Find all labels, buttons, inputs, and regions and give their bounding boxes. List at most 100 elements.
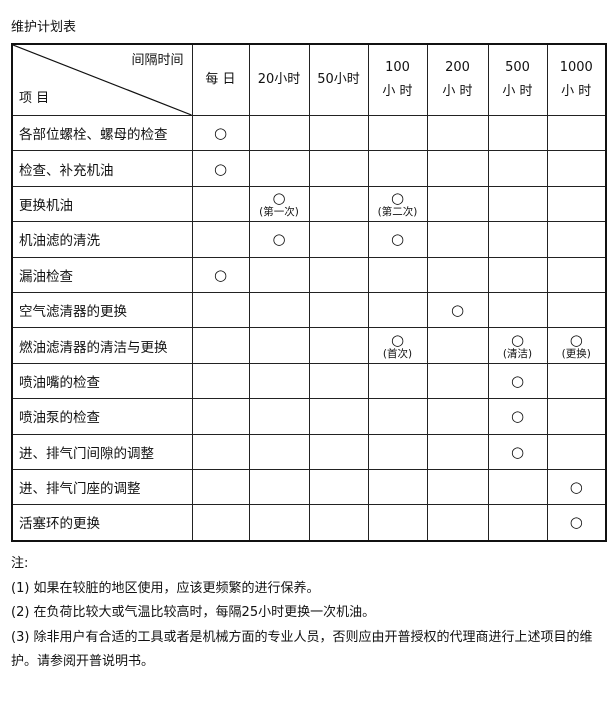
schedule-cell	[191, 504, 250, 542]
schedule-cell	[426, 398, 489, 435]
schedule-cell	[308, 291, 369, 329]
schedule-cell	[191, 291, 250, 329]
schedule-cell: ○	[426, 291, 489, 329]
schedule-cell: ○ (第二次)	[367, 185, 428, 223]
item-name: 空气滤清器的更换	[11, 291, 193, 329]
schedule-cell	[308, 185, 369, 223]
item-name: 活塞环的更换	[11, 504, 193, 542]
schedule-cell	[487, 114, 548, 152]
document-title: 维护计划表	[11, 20, 77, 35]
diagonal-divider	[13, 45, 192, 115]
schedule-cell	[426, 221, 489, 258]
table-row: 更换机油 ○ (第一次) ○ (第二次)	[11, 185, 607, 223]
schedule-cell: ○	[191, 114, 250, 152]
schedule-cell	[308, 468, 369, 506]
circle-mark-icon: ○	[569, 478, 583, 497]
column-header: 50小时	[308, 43, 369, 116]
schedule-cell	[367, 398, 428, 435]
note-item: (3) 除非用户有合适的工具或者是机械方面的专业人员，否则应由开普授权的代理商进…	[11, 629, 593, 670]
table-row: 空气滤清器的更换 ○	[11, 291, 607, 329]
table-row: 机油滤的清洗 ○ ○	[11, 221, 607, 258]
circle-mark-icon: ○	[510, 407, 525, 426]
table-row: 进、排气门座的调整 ○	[11, 468, 607, 506]
table-row: 喷油嘴的检查 ○	[11, 362, 607, 400]
note-item: (2) 在负荷比较大或气温比较高时，每隔25小时更换一次机油。	[11, 605, 376, 620]
circle-mark-icon: ○	[390, 188, 405, 207]
item-name: 各部位螺栓、螺母的检查	[11, 114, 193, 152]
cell-note: (第二次)	[377, 205, 418, 218]
circle-mark-icon: ○	[390, 230, 405, 249]
schedule-cell	[248, 327, 310, 364]
table-row: 喷油泵的检查 ○	[11, 398, 607, 435]
maintenance-schedule-table: 间隔时间 项 目 每 日 20小时 50小时 100 小 时 200 小 时 500 小 时 10…	[11, 43, 607, 542]
schedule-cell	[426, 327, 489, 364]
item-name: 漏油检查	[11, 256, 193, 293]
schedule-cell	[367, 114, 428, 152]
schedule-cell	[308, 362, 369, 400]
table-row: 活塞环的更换 ○	[11, 504, 607, 542]
schedule-cell	[546, 362, 607, 400]
schedule-cell	[426, 114, 489, 152]
cell-note: (首次)	[382, 347, 413, 360]
column-header-label: 小 时	[502, 84, 533, 99]
circle-mark-icon: ○	[510, 442, 525, 461]
header-corner-cell: 间隔时间 项 目	[11, 43, 193, 116]
column-header: 1000 小 时	[546, 43, 607, 116]
schedule-cell: ○	[248, 221, 310, 258]
header-row: 间隔时间 项 目 每 日 20小时 50小时 100 小 时 200 小 时 500 小 时 10…	[11, 43, 607, 116]
item-name: 燃油滤清器的清洁与更换	[11, 327, 193, 364]
schedule-cell	[191, 185, 250, 223]
schedule-cell	[367, 468, 428, 506]
schedule-cell: ○ (首次)	[367, 327, 428, 364]
column-header-label: 1000	[559, 60, 593, 75]
circle-mark-icon: ○	[450, 301, 465, 320]
schedule-cell: ○ (更换)	[546, 327, 607, 364]
schedule-cell	[191, 468, 250, 506]
schedule-cell	[308, 150, 369, 187]
schedule-cell	[546, 291, 607, 329]
schedule-cell	[426, 256, 489, 293]
schedule-cell	[308, 114, 369, 152]
schedule-cell	[191, 398, 250, 435]
cell-note: (清洁)	[502, 347, 533, 360]
schedule-cell	[248, 398, 310, 435]
schedule-cell	[248, 504, 310, 542]
schedule-cell: ○	[487, 433, 548, 470]
schedule-cell	[546, 114, 607, 152]
schedule-cell	[367, 433, 428, 470]
schedule-cell	[546, 398, 607, 435]
schedule-cell: ○	[367, 221, 428, 258]
schedule-cell	[248, 150, 310, 187]
note-item: (1) 如果在较脏的地区使用，应该更频繁的进行保养。	[11, 580, 320, 596]
notes-section: 注: (1) 如果在较脏的地区使用，应该更频繁的进行保养。 (2) 在负荷比较大…	[11, 552, 606, 675]
schedule-cell	[426, 362, 489, 400]
schedule-cell	[426, 150, 489, 187]
schedule-cell	[367, 362, 428, 400]
schedule-cell	[248, 291, 310, 329]
item-name: 喷油嘴的检查	[11, 362, 193, 400]
schedule-cell	[426, 433, 489, 470]
column-header-label: 20小时	[257, 72, 301, 87]
interval-label: 间隔时间	[131, 53, 184, 68]
circle-mark-icon: ○	[510, 330, 525, 349]
schedule-cell: ○	[487, 362, 548, 400]
column-header-label: 100	[385, 60, 410, 75]
column-header-label: 每 日	[205, 72, 236, 87]
schedule-cell	[308, 504, 369, 542]
column-header-label: 小 时	[561, 84, 592, 99]
schedule-cell	[248, 256, 310, 293]
schedule-cell: ○ (第一次)	[248, 185, 310, 223]
schedule-cell	[248, 468, 310, 506]
column-header-label: 小 时	[442, 84, 473, 99]
schedule-cell: ○	[191, 150, 250, 187]
schedule-cell	[487, 185, 548, 223]
schedule-cell: ○ (清洁)	[487, 327, 548, 364]
schedule-cell	[546, 433, 607, 470]
circle-mark-icon: ○	[213, 265, 228, 284]
item-label: 项 目	[19, 91, 50, 106]
circle-mark-icon: ○	[569, 330, 583, 349]
item-name: 喷油泵的检查	[11, 398, 193, 435]
item-name: 进、排气门座的调整	[11, 468, 193, 506]
item-name: 检查、补充机油	[11, 150, 193, 187]
schedule-cell: ○	[546, 468, 607, 506]
